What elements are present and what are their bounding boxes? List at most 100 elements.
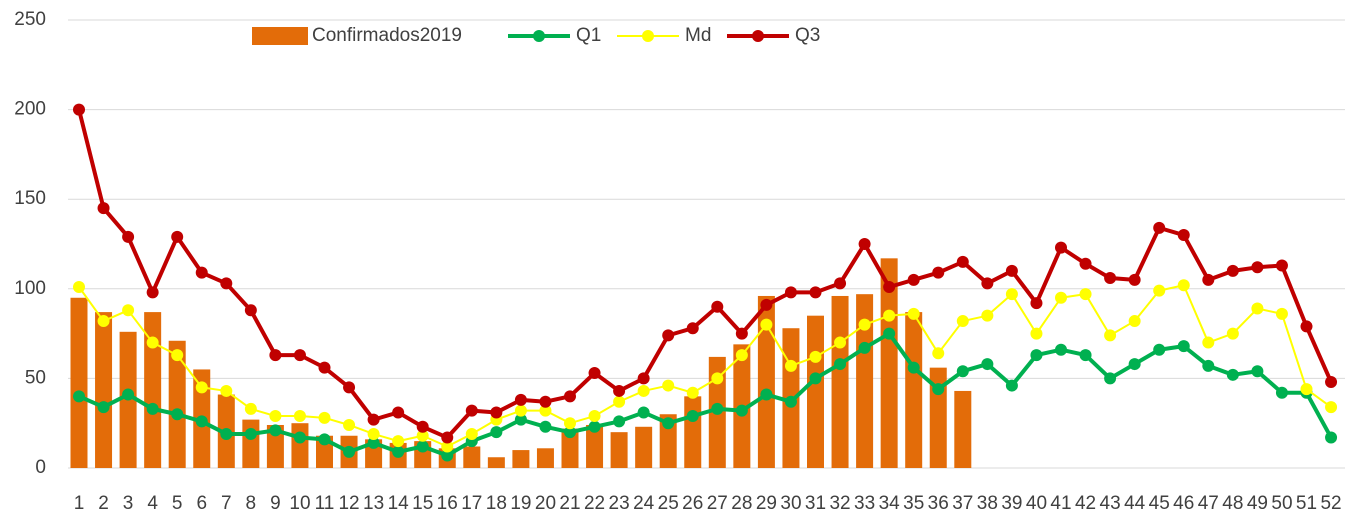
marker [465, 427, 478, 440]
marker [1055, 343, 1067, 356]
marker [883, 281, 896, 294]
x-tick-label: 2 [98, 493, 109, 514]
marker [1226, 327, 1239, 340]
x-tick-label: 18 [486, 493, 507, 514]
marker [171, 408, 184, 421]
marker [711, 372, 724, 385]
marker [73, 281, 85, 294]
x-tick-label: 1 [74, 493, 85, 514]
marker [416, 420, 429, 433]
marker [392, 435, 405, 448]
marker [613, 384, 626, 397]
marker [1079, 288, 1092, 301]
marker [1153, 221, 1166, 234]
x-tick-label: 41 [1050, 493, 1071, 514]
bar [95, 312, 113, 468]
marker [735, 327, 748, 340]
bar [168, 340, 186, 468]
marker [1005, 288, 1018, 301]
x-tick-label: 40 [1026, 493, 1047, 514]
x-tick-label: 45 [1149, 493, 1170, 514]
x-tick-label: 32 [829, 493, 850, 514]
bar [757, 295, 775, 468]
marker [956, 365, 969, 378]
marker [956, 315, 969, 328]
marker [1177, 279, 1190, 292]
x-tick-label: 14 [388, 493, 410, 514]
marker [343, 418, 356, 431]
x-tick-label: 3 [123, 493, 134, 514]
legend-marker [533, 30, 545, 42]
marker [514, 393, 527, 406]
marker [73, 390, 85, 403]
marker [1128, 358, 1141, 371]
marker [539, 420, 552, 433]
marker [122, 230, 135, 243]
marker [1055, 241, 1067, 254]
marker [318, 433, 331, 446]
marker [834, 277, 847, 290]
marker [735, 404, 748, 417]
marker [932, 347, 945, 360]
bar [684, 396, 702, 468]
bar [586, 424, 604, 468]
y-tick-label: 50 [25, 367, 46, 388]
marker [711, 300, 724, 313]
marker [686, 322, 699, 335]
marker [220, 427, 233, 440]
marker [171, 230, 184, 243]
bar [144, 312, 162, 468]
marker [514, 413, 527, 426]
marker [1153, 284, 1166, 297]
x-tick-label: 46 [1173, 493, 1194, 514]
x-tick-label: 11 [315, 493, 335, 514]
marker [809, 350, 822, 363]
marker [1128, 273, 1141, 286]
marker [392, 406, 405, 419]
y-tick-label: 150 [14, 188, 46, 209]
x-tick-label: 50 [1271, 493, 1292, 514]
marker [883, 327, 896, 340]
marker [1128, 315, 1141, 328]
marker [1104, 372, 1117, 385]
y-tick-label: 250 [14, 9, 46, 30]
marker [416, 429, 429, 442]
bar [635, 426, 653, 468]
marker [588, 367, 601, 380]
marker [539, 395, 552, 408]
marker [1202, 273, 1215, 286]
marker [146, 286, 159, 299]
marker [1177, 229, 1190, 242]
marker [244, 427, 257, 440]
x-tick-label: 34 [879, 493, 901, 514]
marker [1202, 359, 1215, 372]
x-tick-label: 29 [756, 493, 777, 514]
x-tick-label: 52 [1320, 493, 1341, 514]
legend-marker [642, 30, 654, 42]
marker [367, 413, 380, 426]
x-tick-label: 13 [363, 493, 384, 514]
x-tick-label: 30 [780, 493, 801, 514]
bar [954, 390, 972, 468]
marker [1226, 264, 1239, 277]
marker [662, 417, 675, 430]
marker [244, 402, 257, 415]
marker [1030, 349, 1043, 362]
x-tick-label: 35 [903, 493, 924, 514]
marker [343, 445, 356, 458]
x-tick-label: 20 [535, 493, 556, 514]
marker [195, 266, 208, 279]
marker [73, 103, 85, 116]
marker [686, 386, 699, 399]
marker [367, 427, 380, 440]
x-tick-label: 44 [1124, 493, 1146, 514]
x-tick-label: 42 [1075, 493, 1096, 514]
marker [1030, 297, 1043, 310]
marker [146, 402, 159, 415]
marker [1005, 264, 1018, 277]
x-tick-label: 39 [1001, 493, 1022, 514]
y-tick-label: 100 [14, 278, 46, 299]
marker [907, 307, 920, 320]
marker [465, 404, 478, 417]
marker [662, 329, 675, 342]
